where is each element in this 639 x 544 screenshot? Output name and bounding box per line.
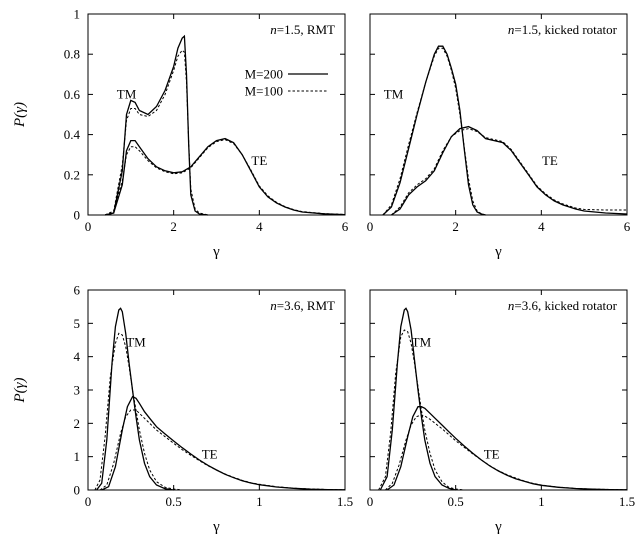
annotation-variable: n [270,22,277,37]
x-tick-label: 4 [256,219,263,234]
legend: M=200 M=100 [245,67,328,99]
x-tick-label: 0.5 [448,494,464,509]
legend-label: M=200 [245,67,283,82]
series-tm-m100 [382,47,486,216]
x-tick-label: 6 [624,219,631,234]
series-te-m100 [104,139,346,216]
plot-frame [87,13,346,216]
series-te-m100 [99,409,346,491]
x-axis-label: γ [212,519,220,535]
series-tm-m200 [96,307,174,491]
x-tick-label: 0 [367,219,374,234]
annotation-variable: n [270,298,277,313]
annotation-variable: n [508,298,515,313]
x-tick-label: 0.5 [166,494,182,509]
x-tick-label: 1.5 [619,494,635,509]
series-tm-m100 [104,49,209,216]
series-te-m200 [101,395,346,491]
curve-label-te: TE [484,446,500,461]
annotation-text: =1.5, RMT [277,22,335,37]
panel-annotation: n=3.6, kicked rotator [508,298,618,313]
annotation-variable: n [508,22,515,37]
y-tick-label: 2 [74,416,81,431]
x-tick-label: 0 [367,494,374,509]
y-axis-label: P(γ) [12,102,28,128]
y-tick-label: 0.2 [64,167,80,182]
x-tick-label: 0 [85,494,92,509]
x-tick-label: 4 [538,219,545,234]
curve-label-tm: TM [412,335,432,350]
annotation-text: =1.5, kicked rotator [514,22,617,37]
series-te-m200 [391,125,628,216]
y-tick-label: 0 [74,208,81,223]
y-tick-label: 5 [74,316,81,331]
x-tick-label: 2 [452,219,459,234]
series-te-m200 [104,137,346,216]
y-tick-label: 3 [74,383,81,398]
curve-label-tm: TM [117,86,137,101]
annotation-text: =3.6, RMT [277,298,335,313]
x-axis-label: γ [212,244,220,260]
curve-label-te: TE [542,153,558,168]
annotation-text: =3.6, kicked rotator [514,298,617,313]
x-tick-label: 1.5 [337,494,353,509]
panel-annotation: n=3.6, RMT [270,298,335,313]
plot-frame [369,13,628,216]
x-tick-label: 6 [342,219,349,234]
series-te-m200 [386,406,628,491]
panel-bottom-left: 0 0.5 1 1.5 0 1 2 3 4 5 6 γ P(γ) n=3.6, RMT TM TE [12,283,353,536]
panel-top-left: 0 2 4 6 0 0.2 0.4 0.6 0.8 1 γ P(γ) n=1.5, RMT TM TE M=2… [12,7,349,261]
panel-annotation: n=1.5, kicked rotator [508,22,618,37]
series-tm-m200 [382,45,486,216]
panel-annotation: n=1.5, RMT [270,22,335,37]
series-te-m100 [385,414,628,491]
series-tm-m100 [94,332,183,491]
y-tick-label: 0 [74,483,81,498]
x-tick-label: 1 [538,494,545,509]
series-tm-m100 [378,329,465,491]
panel-bottom-right: 0 0.5 1 1.5 γ n=3.6, kicked rotator TM TE [367,289,635,535]
panel-top-right: 0 2 4 6 γ n=1.5, kicked rotator TM TE [367,13,631,260]
y-tick-label: 1 [74,449,81,464]
x-axis-label: γ [494,244,502,260]
y-axis-label: P(γ) [12,377,28,403]
y-tick-label: 0.4 [64,127,81,142]
x-tick-label: 2 [170,219,177,234]
curve-label-te: TE [202,446,218,461]
curve-label-te: TE [251,153,267,168]
curve-label-tm: TM [126,335,146,350]
y-tick-label: 0.6 [64,87,81,102]
y-tick-label: 6 [74,283,81,298]
series-te-m100 [391,128,627,216]
x-axis-label: γ [494,519,502,535]
legend-label: M=100 [245,84,283,99]
curve-label-tm: TM [384,86,404,101]
y-tick-label: 1 [74,7,81,22]
series-tm-m200 [379,307,456,491]
x-tick-label: 0 [85,219,92,234]
y-tick-label: 0.8 [64,47,80,62]
y-tick-label: 4 [74,349,81,364]
x-tick-label: 1 [256,494,263,509]
